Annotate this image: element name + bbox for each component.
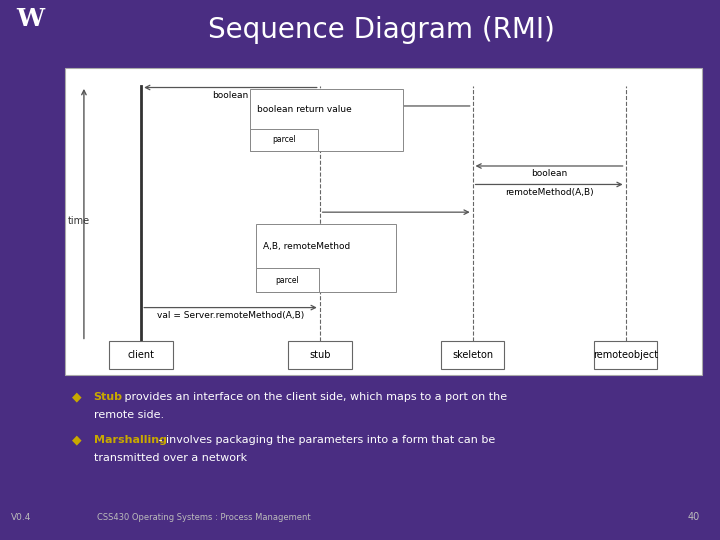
Text: 40: 40 xyxy=(688,512,700,522)
Text: Stub: Stub xyxy=(94,392,122,402)
Text: provides an interface on the client side, which maps to a port on the: provides an interface on the client side… xyxy=(121,392,507,402)
Text: client: client xyxy=(127,350,155,360)
Text: Sequence Diagram (RMI): Sequence Diagram (RMI) xyxy=(208,16,555,44)
Text: boolean return value: boolean return value xyxy=(257,105,352,113)
FancyBboxPatch shape xyxy=(288,341,351,369)
FancyBboxPatch shape xyxy=(250,129,318,151)
Text: Marshalling: Marshalling xyxy=(94,435,166,445)
Text: remoteMethod(A,B): remoteMethod(A,B) xyxy=(505,188,593,197)
FancyBboxPatch shape xyxy=(109,341,173,369)
FancyBboxPatch shape xyxy=(594,341,657,369)
FancyBboxPatch shape xyxy=(65,68,702,375)
FancyBboxPatch shape xyxy=(250,89,402,151)
Text: ◆: ◆ xyxy=(72,390,81,403)
Text: boolean: boolean xyxy=(212,91,248,100)
Text: remote side.: remote side. xyxy=(94,410,163,420)
FancyBboxPatch shape xyxy=(256,268,319,292)
Text: A,B, remoteMethod: A,B, remoteMethod xyxy=(263,242,350,251)
Text: time: time xyxy=(68,217,90,226)
Text: remoteobject: remoteobject xyxy=(593,350,658,360)
Text: CSS430 Operating Systems : Process Management: CSS430 Operating Systems : Process Manag… xyxy=(97,513,311,522)
Text: V0.4: V0.4 xyxy=(11,513,31,522)
Text: val = Server.remoteMethod(A,B): val = Server.remoteMethod(A,B) xyxy=(157,311,304,320)
Text: W: W xyxy=(17,7,45,31)
Text: parcel: parcel xyxy=(276,276,300,285)
FancyBboxPatch shape xyxy=(441,341,505,369)
Text: boolean: boolean xyxy=(531,169,567,178)
Text: ◆: ◆ xyxy=(72,434,81,447)
Text: parcel: parcel xyxy=(272,136,296,144)
FancyBboxPatch shape xyxy=(256,225,396,292)
Text: transmitted over a network: transmitted over a network xyxy=(94,453,247,463)
Text: skeleton: skeleton xyxy=(452,350,493,360)
Text: stub: stub xyxy=(309,350,330,360)
Text: - involves packaging the parameters into a form that can be: - involves packaging the parameters into… xyxy=(155,435,495,445)
